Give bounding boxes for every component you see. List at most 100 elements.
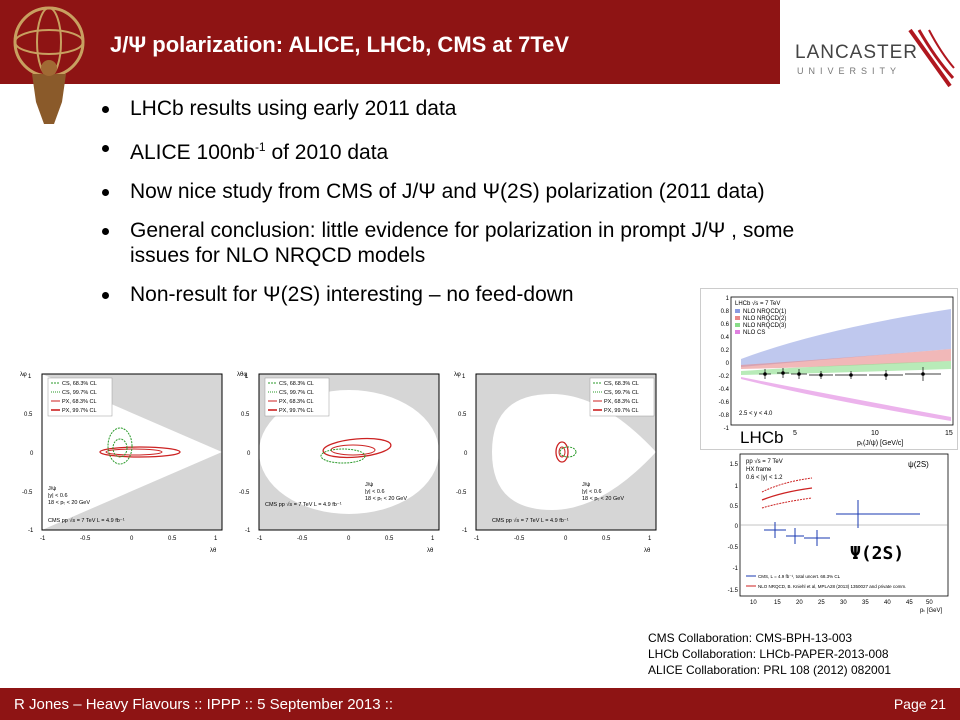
svg-text:0.5: 0.5 bbox=[458, 412, 467, 418]
svg-text:PX, 68.3% CL: PX, 68.3% CL bbox=[604, 399, 639, 405]
footer-text: R Jones – Heavy Flavours :: IPPP :: 5 Se… bbox=[14, 696, 394, 713]
reference-alice: ALICE Collaboration: PRL 108 (2012) 0820… bbox=[648, 663, 892, 677]
svg-text:0.6 < |y| < 1.2: 0.6 < |y| < 1.2 bbox=[746, 475, 783, 481]
svg-text:ψ(2S): ψ(2S) bbox=[908, 460, 929, 469]
svg-text:λθ: λθ bbox=[210, 548, 217, 554]
svg-text:-1: -1 bbox=[462, 528, 468, 534]
svg-text:0: 0 bbox=[564, 536, 568, 542]
svg-text:J/ψ: J/ψ bbox=[582, 482, 590, 488]
svg-text:CMS pp √s = 7 TeV L = 4.9: CMS pp √s = 7 TeV L = 4.9 fb⁻¹ bbox=[265, 501, 342, 508]
svg-text:0.2: 0.2 bbox=[721, 348, 730, 354]
header: J/Ψ polarization: ALICE, LHCb, CMS at 7T… bbox=[0, 0, 960, 124]
bullet-item: Non-result for Ψ(2S) interesting – no fe… bbox=[100, 282, 820, 307]
svg-text:-1: -1 bbox=[40, 536, 46, 542]
reference-cms: CMS Collaboration: CMS-BPH-13-003 bbox=[648, 631, 853, 645]
svg-text:pₜ [GeV]: pₜ [GeV] bbox=[920, 608, 942, 614]
svg-text:0.5: 0.5 bbox=[385, 536, 394, 542]
svg-text:-0.5: -0.5 bbox=[22, 490, 33, 496]
svg-text:-0.5: -0.5 bbox=[456, 490, 467, 496]
svg-text:CS, 99.7% CL: CS, 99.7% CL bbox=[62, 390, 97, 396]
svg-text:-0.5: -0.5 bbox=[239, 490, 250, 496]
references: CMS Collaboration: CMS-BPH-13-003 LHCb C… bbox=[648, 630, 891, 678]
svg-text:1: 1 bbox=[462, 374, 466, 380]
svg-text:CS, 68.3% CL: CS, 68.3% CL bbox=[62, 381, 97, 387]
svg-text:-1: -1 bbox=[245, 528, 251, 534]
svg-text:λθ: λθ bbox=[427, 548, 434, 554]
lhcb-label: LHCb bbox=[740, 428, 784, 447]
svg-text:1: 1 bbox=[726, 296, 730, 302]
svg-text:-0.5: -0.5 bbox=[297, 536, 308, 542]
svg-text:-0.5: -0.5 bbox=[514, 536, 525, 542]
bullet-item: Now nice study from CMS of J/Ψ and Ψ(2S)… bbox=[100, 179, 820, 204]
svg-text:-0.8: -0.8 bbox=[719, 413, 730, 419]
cms-plot-thetaphi: CS, 68.3% CL CS, 99.7% CL PX, 68.3% CL P… bbox=[235, 366, 447, 556]
page-number: Page 21 bbox=[893, 696, 946, 712]
svg-text:CS, 99.7% CL: CS, 99.7% CL bbox=[279, 390, 314, 396]
svg-text:0.5: 0.5 bbox=[730, 504, 739, 510]
svg-text:18 < pₜ < 20 GeV: 18 < pₜ < 20 GeV bbox=[365, 496, 407, 502]
svg-text:25: 25 bbox=[818, 600, 825, 606]
svg-text:50: 50 bbox=[926, 600, 933, 606]
svg-text:CMS pp √s = 7 TeV L = 4.9: CMS pp √s = 7 TeV L = 4.9 fb⁻¹ bbox=[48, 517, 125, 524]
lhcb-plot: LHCb √s = 7 TeV NLO NRQCD(1) NLO NRQCD(2… bbox=[700, 288, 958, 450]
svg-text:λφ: λφ bbox=[20, 372, 27, 378]
svg-text:1: 1 bbox=[735, 484, 739, 490]
svg-text:10: 10 bbox=[750, 600, 757, 606]
svg-text:HX frame: HX frame bbox=[746, 467, 772, 473]
svg-text:0.8: 0.8 bbox=[721, 309, 730, 315]
svg-text:0: 0 bbox=[464, 451, 468, 457]
svg-text:-0.5: -0.5 bbox=[728, 545, 739, 551]
svg-text:1: 1 bbox=[214, 536, 218, 542]
svg-text:CMS, L = 4.9 fb⁻¹, total uncer: CMS, L = 4.9 fb⁻¹, total uncert. 68.3% C… bbox=[758, 574, 841, 579]
svg-text:J/ψ: J/ψ bbox=[365, 482, 373, 488]
svg-text:λθφ: λθφ bbox=[237, 372, 247, 378]
svg-text:1: 1 bbox=[28, 374, 32, 380]
slide-title: J/Ψ polarization: ALICE, LHCb, CMS at 7T… bbox=[110, 32, 570, 57]
svg-text:-1: -1 bbox=[257, 536, 263, 542]
svg-text:pₜ(J/ψ) [GeV/c]: pₜ(J/ψ) [GeV/c] bbox=[857, 440, 903, 447]
svg-text:CMS pp √s = 7 TeV L = 4.9: CMS pp √s = 7 TeV L = 4.9 fb⁻¹ bbox=[492, 517, 569, 524]
svg-text:40: 40 bbox=[884, 600, 891, 606]
svg-text:45: 45 bbox=[906, 600, 913, 606]
svg-text:-1: -1 bbox=[724, 426, 730, 432]
svg-text:NLO NRQCD(3): NLO NRQCD(3) bbox=[743, 323, 786, 329]
svg-text:35: 35 bbox=[862, 600, 869, 606]
lancaster-logo: LANCASTER UNIVERSITY bbox=[795, 28, 955, 88]
svg-text:0.4: 0.4 bbox=[721, 335, 730, 341]
lancaster-ribbon-icon bbox=[908, 28, 955, 88]
svg-text:0.5: 0.5 bbox=[168, 536, 177, 542]
svg-text:15: 15 bbox=[945, 430, 953, 437]
svg-text:18 < pₜ < 20 GeV: 18 < pₜ < 20 GeV bbox=[582, 496, 624, 502]
svg-text:λθ: λθ bbox=[644, 548, 651, 554]
svg-text:PX, 68.3% CL: PX, 68.3% CL bbox=[62, 399, 97, 405]
svg-text:15: 15 bbox=[774, 600, 781, 606]
svg-text:1: 1 bbox=[431, 536, 435, 542]
svg-text:0: 0 bbox=[130, 536, 134, 542]
svg-text:5: 5 bbox=[793, 430, 797, 437]
svg-text:10: 10 bbox=[871, 430, 879, 437]
svg-text:pp √s = 7 TeV: pp √s = 7 TeV bbox=[746, 458, 783, 465]
svg-text:30: 30 bbox=[840, 600, 847, 606]
svg-text:J/ψ: J/ψ bbox=[48, 486, 56, 492]
footer: R Jones – Heavy Flavours :: IPPP :: 5 Se… bbox=[0, 688, 960, 720]
svg-text:|y| < 0.6: |y| < 0.6 bbox=[365, 489, 385, 495]
svg-text:CS, 99.7% CL: CS, 99.7% CL bbox=[604, 390, 639, 396]
reference-lhcb: LHCb Collaboration: LHCb-PAPER-2013-008 bbox=[648, 647, 889, 661]
title-bar bbox=[0, 0, 780, 84]
svg-text:0: 0 bbox=[30, 451, 34, 457]
svg-text:NLO NRQCD, B. Kniehl et al, MP: NLO NRQCD, B. Kniehl et al, MPLA28 (2013… bbox=[758, 584, 906, 589]
svg-text:CS, 68.3% CL: CS, 68.3% CL bbox=[604, 381, 639, 387]
svg-text:-1: -1 bbox=[28, 528, 34, 534]
svg-text:1: 1 bbox=[648, 536, 652, 542]
svg-text:1: 1 bbox=[245, 374, 249, 380]
svg-text:0: 0 bbox=[347, 536, 351, 542]
svg-text:NLO CS: NLO CS bbox=[743, 330, 765, 336]
svg-text:0: 0 bbox=[735, 524, 739, 530]
svg-text:LHCb √s = 7 TeV: LHCb √s = 7 TeV bbox=[735, 300, 780, 307]
atlas-logo-icon bbox=[13, 6, 85, 124]
svg-text:-1: -1 bbox=[474, 536, 480, 542]
svg-text:-0.2: -0.2 bbox=[719, 374, 730, 380]
svg-text:PX, 68.3% CL: PX, 68.3% CL bbox=[279, 399, 314, 405]
svg-text:-0.4: -0.4 bbox=[719, 387, 730, 393]
svg-text:NLO NRQCD(1): NLO NRQCD(1) bbox=[743, 309, 786, 315]
